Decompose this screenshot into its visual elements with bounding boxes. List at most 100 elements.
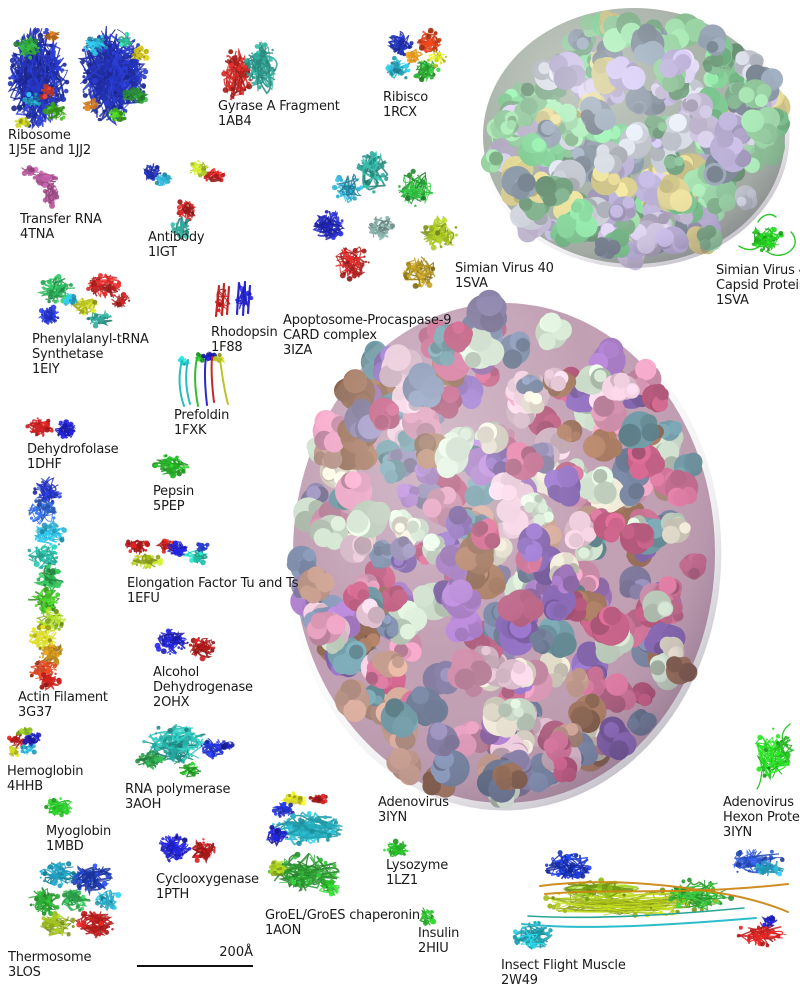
molecule-pdb: 1IGT — [148, 245, 177, 260]
label-cyclooxygenase: Cyclooxygenase 1PTH — [156, 872, 259, 902]
molecule-pdb: 3LOS — [8, 965, 41, 980]
label-thermosome: Thermosome 3LOS — [8, 950, 92, 980]
structure-elongation-factor — [125, 538, 210, 570]
molecule-pdb: 3IYN — [378, 810, 407, 825]
molecule-pdb: 4TNA — [20, 227, 55, 242]
molecule-name: Synthetase — [32, 347, 104, 362]
molecule-pdb: 1SVA — [455, 276, 488, 291]
molecule-name: Antibody — [148, 230, 205, 245]
label-groel-groes: GroEL/GroES chaperonin 1AON — [265, 908, 420, 938]
structure-lysozyme — [383, 838, 409, 858]
molecule-pdb: 3AOH — [125, 797, 162, 812]
structure-antibody — [143, 160, 226, 241]
molecule-pdb: 1DHF — [27, 457, 62, 472]
label-dehydrofolase: Dehydrofolase 1DHF — [27, 442, 119, 472]
structure-rhodopsin — [214, 280, 254, 318]
molecule-name: GroEL/GroES chaperonin — [265, 908, 420, 923]
structure-ribisco — [385, 27, 447, 83]
structure-thermosome — [28, 861, 122, 939]
label-alcohol-dehydrogenase: Alcohol Dehydrogenase 2OHX — [153, 665, 253, 710]
molecule-pdb: 3IZA — [283, 343, 313, 358]
molecule-name: Simian Virus 40 — [455, 261, 554, 276]
structure-adenovirus — [286, 289, 722, 811]
label-insulin: Insulin 2HIU — [418, 926, 459, 956]
molecule-name: Prefoldin — [174, 408, 230, 423]
label-lysozyme: Lysozyme 1LZ1 — [386, 858, 448, 888]
molecule-name: CARD complex — [283, 328, 377, 343]
molecule-pdb: 1AB4 — [218, 114, 252, 129]
molecule-name: Phenylalanyl-tRNA — [32, 332, 149, 347]
molecule-name: Lysozyme — [386, 858, 449, 873]
molecule-pdb: 1F88 — [211, 340, 243, 355]
molecule-pdb: 5PEP — [153, 499, 185, 514]
scale-bar-label: 200Å — [219, 945, 253, 960]
molecule-name: Adenovirus — [378, 795, 449, 810]
structure-hemoglobin — [6, 726, 42, 758]
structure-cyclooxygenase — [158, 833, 216, 864]
molecule-name: Apoptosome-Procaspase-9 — [283, 313, 452, 328]
molecule-pdb: 1SVA — [716, 293, 749, 308]
label-rhodopsin: Rhodopsin 1F88 — [211, 325, 278, 355]
molecule-name: Adenovirus — [723, 795, 794, 810]
structure-ribosome — [7, 26, 150, 130]
structure-sv40-capsid — [738, 213, 796, 256]
molecule-pdb: 1MBD — [46, 839, 84, 854]
molecule-name: Thermosome — [8, 950, 92, 965]
structure-gyrase — [221, 41, 278, 101]
structure-phe-trna-synthetase — [36, 273, 131, 329]
label-antibody: Antibody 1IGT — [148, 230, 205, 260]
structure-dehydrofolase — [25, 417, 76, 439]
structure-apoptosome — [312, 150, 459, 289]
molecule-name: Hexon Protein — [723, 810, 800, 825]
molecule-pdb: 1EIY — [32, 362, 60, 377]
molecule-name: Rhodopsin — [211, 325, 278, 340]
molecule-name: Insulin — [418, 926, 460, 941]
molecule-name: Pepsin — [153, 484, 195, 499]
molecule-pdb: 4HHB — [7, 779, 43, 794]
molecule-name: RNA polymerase — [125, 782, 231, 797]
molecule-name: Actin Filament — [18, 690, 108, 705]
molecule-pdb: 3G37 — [18, 705, 53, 720]
structure-rna-polymerase — [135, 723, 235, 778]
label-gyrase: Gyrase A Fragment 1AB4 — [218, 99, 340, 129]
molecule-name: Ribosome — [8, 128, 71, 143]
structure-sv40 — [478, 4, 791, 271]
structure-myoglobin — [44, 797, 73, 818]
molecule-pdb: 1RCX — [383, 105, 417, 120]
molecule-pdb: 1LZ1 — [386, 873, 418, 888]
molecule-pdb: 1FXK — [174, 423, 207, 438]
label-prefoldin: Prefoldin 1FXK — [174, 408, 229, 438]
molecule-pdb: 2OHX — [153, 695, 190, 710]
molecule-name: Gyrase A Fragment — [218, 99, 340, 114]
label-adenovirus: Adenovirus 3IYN — [378, 795, 449, 825]
label-sv40-capsid: Simian Virus 40 Capsid Protein 1SVA — [716, 263, 800, 308]
molecule-pdb: 2W49 — [501, 973, 538, 987]
structure-alcohol-dehydrogenase — [154, 628, 216, 662]
structure-prefoldin — [177, 351, 229, 407]
label-hemoglobin: Hemoglobin 4HHB — [7, 764, 84, 794]
molecule-pdb: 2HIU — [418, 941, 449, 956]
molecule-pdb: 1J5E and 1JJ2 — [8, 143, 91, 158]
label-ribisco: Ribisco 1RCX — [383, 90, 428, 120]
structure-pepsin — [152, 454, 190, 479]
molecule-pdb: 1PTH — [156, 887, 190, 902]
molecule-pdb: 3IYN — [723, 825, 752, 840]
label-apoptosome: Apoptosome-Procaspase-9 CARD complex 3IZ… — [283, 313, 452, 358]
label-ribosome: Ribosome 1J5E and 1JJ2 — [8, 128, 91, 158]
molecule-name: Dehydrofolase — [27, 442, 119, 457]
label-phe-trna-synthetase: Phenylalanyl-tRNA Synthetase 1EIY — [32, 332, 149, 377]
molecule-name: Ribisco — [383, 90, 428, 105]
molecule-name: Insect Flight Muscle — [501, 958, 626, 973]
label-elongation-factor: Elongation Factor Tu and Ts 1EFU — [127, 576, 298, 606]
molecule-name: Elongation Factor Tu and Ts — [127, 576, 299, 591]
molecule-name: Alcohol — [153, 665, 200, 680]
molecule-name: Hemoglobin — [7, 764, 84, 779]
structure-adenovirus-hexon — [754, 723, 795, 790]
label-myoglobin: Myoglobin 1MBD — [46, 824, 111, 854]
label-sv40: Simian Virus 40 1SVA — [455, 261, 554, 291]
label-pepsin: Pepsin 5PEP — [153, 484, 194, 514]
molecule-name: Dehydrogenase — [153, 680, 253, 695]
structure-actin-filament — [27, 476, 67, 691]
